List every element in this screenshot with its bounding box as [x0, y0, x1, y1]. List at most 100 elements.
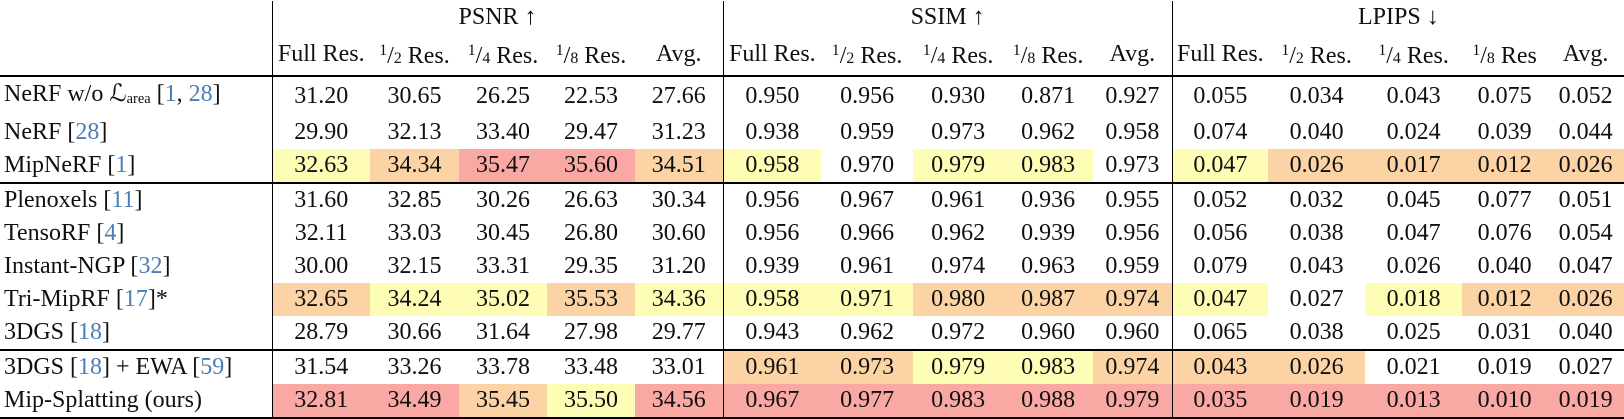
method-label: Instant-NGP [32]	[0, 250, 272, 283]
method-name-text: ]	[127, 152, 136, 179]
method-name-text: ]	[116, 220, 125, 247]
psnr-value: 31.20	[271, 76, 370, 117]
citation-link[interactable]: 28	[75, 119, 100, 146]
ssim-value: 0.980	[913, 283, 1004, 317]
ssim-value: 0.958	[722, 149, 822, 185]
psnr-value: 33.48	[564, 354, 618, 381]
method-label: MipNeRF [1]	[0, 149, 272, 185]
lpips-group-header: LPIPS ↓	[1171, 1, 1624, 34]
lpips-value: 0.012	[1462, 149, 1548, 185]
ssim-value: 0.936	[1021, 187, 1076, 214]
ssim-subheader-fullres: Full Res.	[722, 34, 822, 78]
citation-link[interactable]: 18	[78, 354, 103, 381]
psnr-value: 31.64	[459, 316, 547, 352]
psnr-value: 29.47	[564, 119, 618, 146]
lpips-value: 0.040	[1477, 253, 1532, 280]
lpips-value: 0.044	[1558, 119, 1613, 146]
lpips-value: 0.034	[1289, 83, 1344, 110]
method-name-text: Plenoxels [	[4, 187, 112, 214]
ssim-value: 0.962	[1021, 119, 1076, 146]
ssim-value: 0.959	[1105, 253, 1160, 280]
psnr-value: 32.65	[271, 283, 370, 317]
citation-link[interactable]: 28	[188, 81, 213, 108]
lpips-value: 0.026	[1386, 253, 1441, 280]
psnr-value: 34.56	[635, 384, 724, 419]
citation-link[interactable]: 32	[138, 253, 163, 280]
psnr-value: 35.02	[459, 283, 547, 317]
lpips-value: 0.043	[1386, 83, 1441, 110]
psnr-value: 31.54	[271, 350, 370, 385]
lpips-subheader-1-4: 1/4 Res.	[1365, 34, 1463, 78]
ssim-value: 0.958	[722, 283, 822, 317]
ssim-subheader-1-2: 1/2 Res.	[821, 34, 914, 78]
lpips-value: 0.040	[1289, 119, 1344, 146]
psnr-value: 32.15	[387, 253, 442, 280]
ssim-value: 0.979	[913, 350, 1004, 385]
ssim-value: 0.943	[722, 316, 822, 352]
lpips-value: 0.039	[1477, 119, 1532, 146]
lpips-value: 0.047	[1171, 283, 1269, 317]
citation-link[interactable]: 17	[123, 286, 148, 313]
citation-link[interactable]: 59	[200, 354, 225, 381]
lpips-value: 0.045	[1386, 187, 1441, 214]
citation-link[interactable]: 4	[104, 220, 117, 247]
table-row: Plenoxels [11] 31.60 32.85 30.26 26.63 30.34 0…	[0, 183, 1624, 218]
psnr-value: 35.60	[547, 149, 635, 185]
ssim-value: 0.988	[1003, 384, 1094, 419]
psnr-value: 33.01	[651, 354, 706, 381]
citation-link[interactable]: 1	[164, 81, 177, 108]
method-name-text: NeRF [	[4, 119, 76, 146]
method-name-text: NeRF w/o	[4, 81, 110, 108]
psnr-subheader-1-4: 1/4 Res.	[459, 34, 547, 78]
method-name-text: ]	[102, 319, 111, 346]
lpips-value: 0.047	[1386, 220, 1441, 247]
lpips-value: 0.021	[1386, 354, 1441, 381]
ssim-value: 0.956	[722, 183, 822, 218]
method-name-text: ]*	[147, 286, 168, 313]
psnr-value: 34.36	[635, 283, 724, 317]
psnr-value: 32.11	[271, 217, 370, 251]
psnr-value: 34.49	[370, 384, 459, 419]
citation-link[interactable]: 18	[78, 319, 103, 346]
table-row: Instant-NGP [32] 30.00 32.15 33.31 29.35 31.2…	[0, 250, 1624, 284]
lpips-value: 0.026	[1268, 149, 1366, 185]
method-name-text: 3DGS [	[4, 354, 79, 381]
psnr-value: 35.50	[547, 384, 635, 419]
citation-link[interactable]: 11	[111, 187, 135, 214]
lpips-value: 0.052	[1171, 183, 1269, 218]
lpips-subheader-1-8: 1/8 Res	[1462, 34, 1548, 78]
method-name-text: Tri-MipRF [	[4, 286, 124, 313]
ssim-subheader-avg: Avg.	[1093, 34, 1173, 78]
ssim-value: 0.974	[1093, 283, 1173, 317]
psnr-value: 30.34	[651, 187, 706, 214]
lpips-value: 0.024	[1386, 119, 1441, 146]
ssim-subheader-1-8: 1/8 Res.	[1003, 34, 1094, 78]
method-name-text: [	[150, 81, 165, 108]
psnr-value: 33.40	[476, 119, 530, 146]
lpips-value: 0.054	[1558, 220, 1613, 247]
method-label: NeRF [28]	[0, 116, 272, 149]
lpips-value: 0.018	[1365, 283, 1463, 317]
ssim-value: 0.963	[1021, 253, 1076, 280]
psnr-subheader-avg: Avg.	[635, 34, 724, 78]
citation-link[interactable]: 1	[115, 152, 128, 179]
ssim-value: 0.958	[1105, 119, 1160, 146]
ssim-value: 0.977	[821, 384, 914, 419]
lpips-value: 0.038	[1289, 220, 1344, 247]
psnr-value: 35.53	[547, 283, 635, 317]
lpips-value: 0.047	[1171, 149, 1269, 185]
psnr-value: 26.80	[564, 220, 618, 247]
method-label: TensoRF [4]	[0, 217, 272, 250]
lpips-subheader-fullres: Full Res.	[1171, 34, 1269, 78]
metric-group-header-row: PSNR ↑ SSIM ↑ LPIPS ↓	[0, 1, 1624, 34]
psnr-value: 26.25	[476, 83, 530, 110]
psnr-value: 29.90	[271, 116, 370, 150]
table-row: Mip-Splatting (ours) 32.81 34.49 35.45 35.50…	[0, 384, 1624, 419]
psnr-value: 26.63	[564, 187, 618, 214]
lpips-value: 0.077	[1477, 187, 1532, 214]
lpips-value: 0.043	[1289, 253, 1344, 280]
ssim-value: 0.956	[722, 217, 822, 251]
method-name-text: ]	[99, 119, 108, 146]
table-row: 3DGS [18] 28.79 30.66 31.64 27.98 29.77 0.943 0…	[0, 316, 1624, 352]
